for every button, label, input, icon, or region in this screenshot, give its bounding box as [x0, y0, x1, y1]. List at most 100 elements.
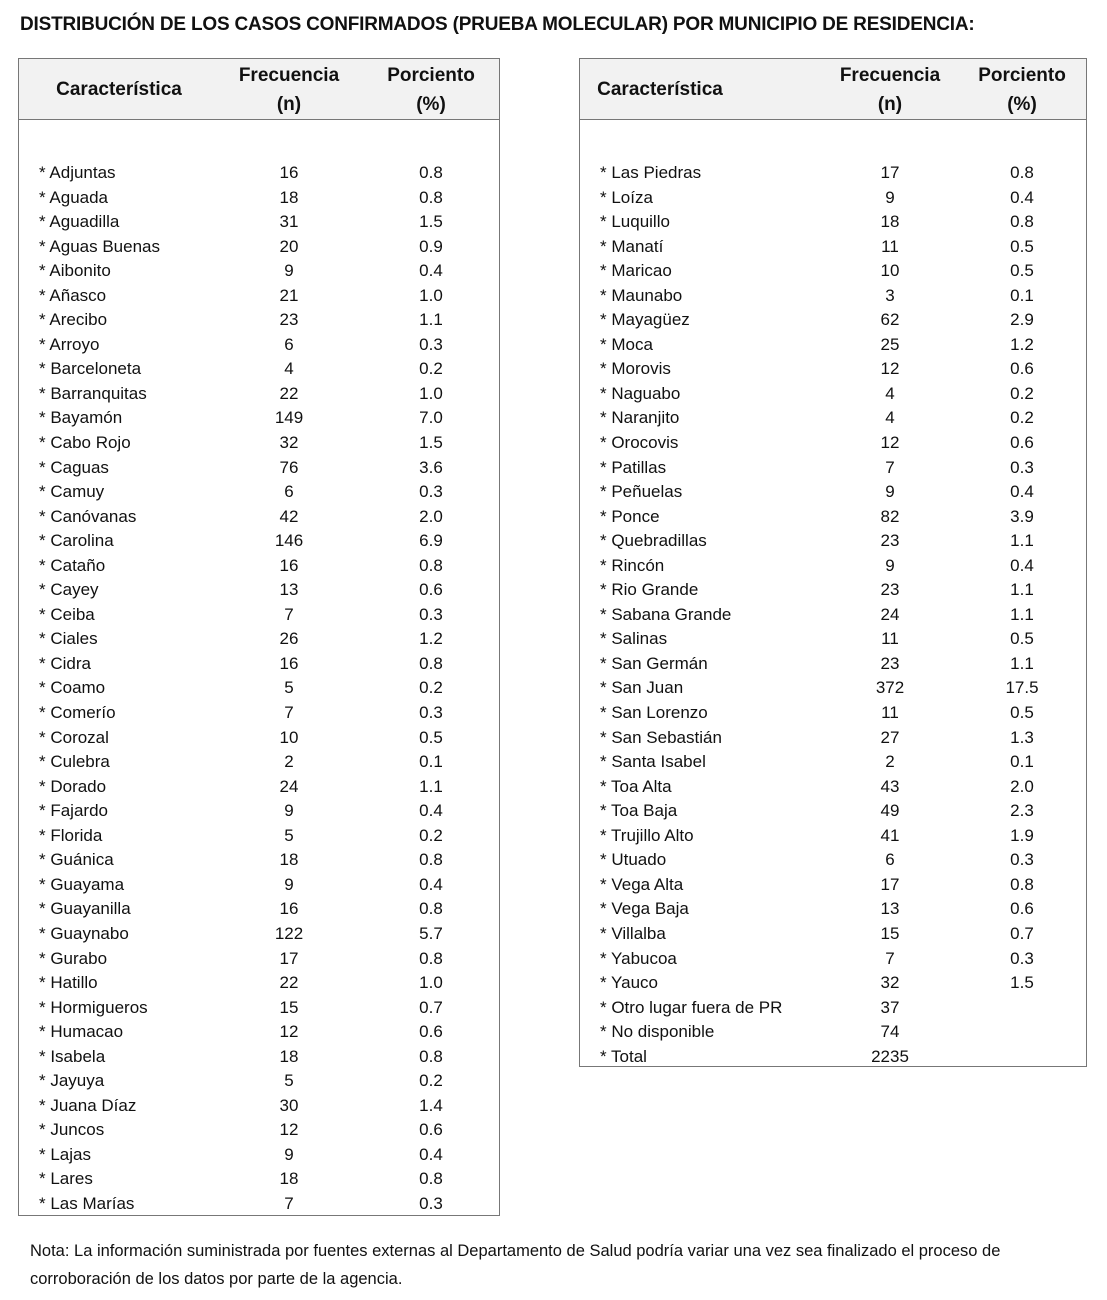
percent-value: 0.8	[1010, 212, 1034, 232]
table-row: * Arecibo 23 1.1	[19, 308, 499, 333]
header-characteristic: Característica	[597, 79, 723, 100]
table-row: * Lajas 9 0.4	[19, 1143, 499, 1168]
municipality-name: * Barceloneta	[39, 359, 142, 379]
frequency-value: 11	[881, 236, 899, 256]
table-row: * Morovis 12 0.6	[580, 357, 1086, 382]
frequency-value: 16	[279, 653, 299, 673]
frequency-value: 3	[885, 285, 895, 305]
frequency-value: 12	[279, 1022, 299, 1042]
frequency-value: 149	[274, 408, 304, 428]
table-row: * Isabela 18 0.8	[19, 1045, 499, 1070]
table-row: * Naguabo 4 0.2	[580, 382, 1086, 407]
frequency-value: 10	[880, 261, 900, 281]
municipality-name: * San Germán	[600, 653, 708, 673]
percent-value: 0.7	[1010, 923, 1034, 943]
frequency-value: 74	[880, 1022, 900, 1042]
municipality-name: * Gurabo	[39, 948, 108, 968]
percent-value: 1.0	[419, 383, 443, 403]
municipality-name: * Aguada	[39, 187, 109, 207]
frequency-value: 24	[880, 604, 900, 624]
percent-value: 0.5	[1010, 703, 1034, 723]
frequency-value: 16	[279, 555, 299, 575]
frequency-value: 42	[279, 506, 299, 526]
frequency-value: 23	[279, 310, 299, 330]
percent-value: 0.3	[1010, 948, 1034, 968]
percent-value: 2.0	[419, 506, 443, 526]
table-row: * Cidra 16 0.8	[19, 652, 499, 677]
percent-value: 0.3	[419, 703, 443, 723]
table-row: * Hatillo 22 1.0	[19, 971, 499, 996]
frequency-value: 16	[279, 899, 299, 919]
table-row: * Luquillo 18 0.8	[580, 210, 1086, 235]
municipality-name: * Yauco	[600, 973, 658, 993]
frequency-value: 32	[279, 433, 299, 453]
municipality-name: * Maricao	[600, 261, 672, 281]
municipality-name: * Patillas	[600, 457, 667, 477]
table-left: Característica Frecuencia (n) Porciento …	[18, 58, 500, 1216]
frequency-value: 22	[279, 973, 299, 993]
percent-value: 0.4	[419, 801, 443, 821]
header-frequency: Frecuencia (n)	[229, 61, 349, 119]
percent-value: 1.1	[1010, 653, 1034, 673]
header-percent-label: Porciento	[387, 65, 475, 86]
municipality-name: * Añasco	[39, 285, 107, 305]
frequency-value: 24	[279, 776, 299, 796]
percent-value: 0.8	[419, 850, 443, 870]
municipality-name: * Guayanilla	[39, 899, 131, 919]
table-row: * Arroyo 6 0.3	[19, 333, 499, 358]
table-row: * San Lorenzo 11 0.5	[580, 701, 1086, 726]
percent-value: 1.1	[419, 776, 443, 796]
percent-value: 3.9	[1010, 506, 1034, 526]
municipality-name: * Corozal	[39, 727, 109, 747]
percent-value: 0.8	[419, 187, 443, 207]
municipality-name: * Yabucoa	[600, 948, 677, 968]
table-row: * Manatí 11 0.5	[580, 235, 1086, 260]
header-percent-label: Porciento	[978, 65, 1066, 86]
percent-value: 0.5	[419, 727, 443, 747]
municipality-name: * San Lorenzo	[600, 703, 708, 723]
municipality-name: * Florida	[39, 825, 103, 845]
municipality-name: * Luquillo	[600, 212, 670, 232]
municipality-name: * Orocovis	[600, 433, 679, 453]
table-row: * Aguadilla 31 1.5	[19, 210, 499, 235]
percent-value: 2.9	[1010, 310, 1034, 330]
municipality-name: * Santa Isabel	[600, 752, 706, 772]
percent-value: 1.0	[419, 973, 443, 993]
percent-value: 0.8	[419, 163, 443, 182]
municipality-name: * Ceiba	[39, 604, 95, 624]
percent-value: 0.2	[419, 825, 443, 845]
percent-value: 1.1	[1010, 531, 1034, 551]
percent-value: 1.3	[1010, 727, 1034, 747]
frequency-value: 11	[881, 703, 899, 723]
table-row: * Peñuelas 9 0.4	[580, 480, 1086, 505]
frequency-value: 15	[279, 997, 299, 1017]
municipality-name: * Adjuntas	[39, 163, 116, 182]
table-row: * Patillas 7 0.3	[580, 456, 1086, 481]
table-row: * Naranjito 4 0.2	[580, 406, 1086, 431]
percent-value: 0.3	[419, 334, 443, 354]
frequency-value: 5	[284, 825, 294, 845]
municipality-name: * Villalba	[600, 923, 666, 943]
table-row: * Cayey 13 0.6	[19, 578, 499, 603]
percent-value: 0.8	[419, 653, 443, 673]
municipality-name: * Morovis	[600, 359, 671, 379]
table-row: * No disponible 74	[580, 1020, 1086, 1045]
municipality-name: * No disponible	[600, 1022, 715, 1042]
percent-value: 2.3	[1010, 801, 1034, 821]
table-row: * Aguas Buenas 20 0.9	[19, 235, 499, 260]
table-row: * Humacao 12 0.6	[19, 1020, 499, 1045]
percent-value: 0.8	[419, 899, 443, 919]
table-row: * Guaynabo 122 5.7	[19, 922, 499, 947]
municipality-name: * Ponce	[600, 506, 660, 526]
table-row: * San Sebastián 27 1.3	[580, 726, 1086, 751]
table-row: * Rincón 9 0.4	[580, 554, 1086, 579]
municipality-name: * Peñuelas	[600, 482, 683, 502]
table-row: * Maricao 10 0.5	[580, 259, 1086, 284]
frequency-value: 13	[880, 899, 900, 919]
percent-value: 1.1	[1010, 580, 1034, 600]
municipality-name: * Culebra	[39, 752, 110, 772]
table-row: * Ponce 82 3.9	[580, 505, 1086, 530]
municipality-name: * Vega Baja	[600, 899, 689, 919]
table-row: * Añasco 21 1.0	[19, 284, 499, 309]
municipality-name: * Las Marías	[39, 1193, 135, 1213]
